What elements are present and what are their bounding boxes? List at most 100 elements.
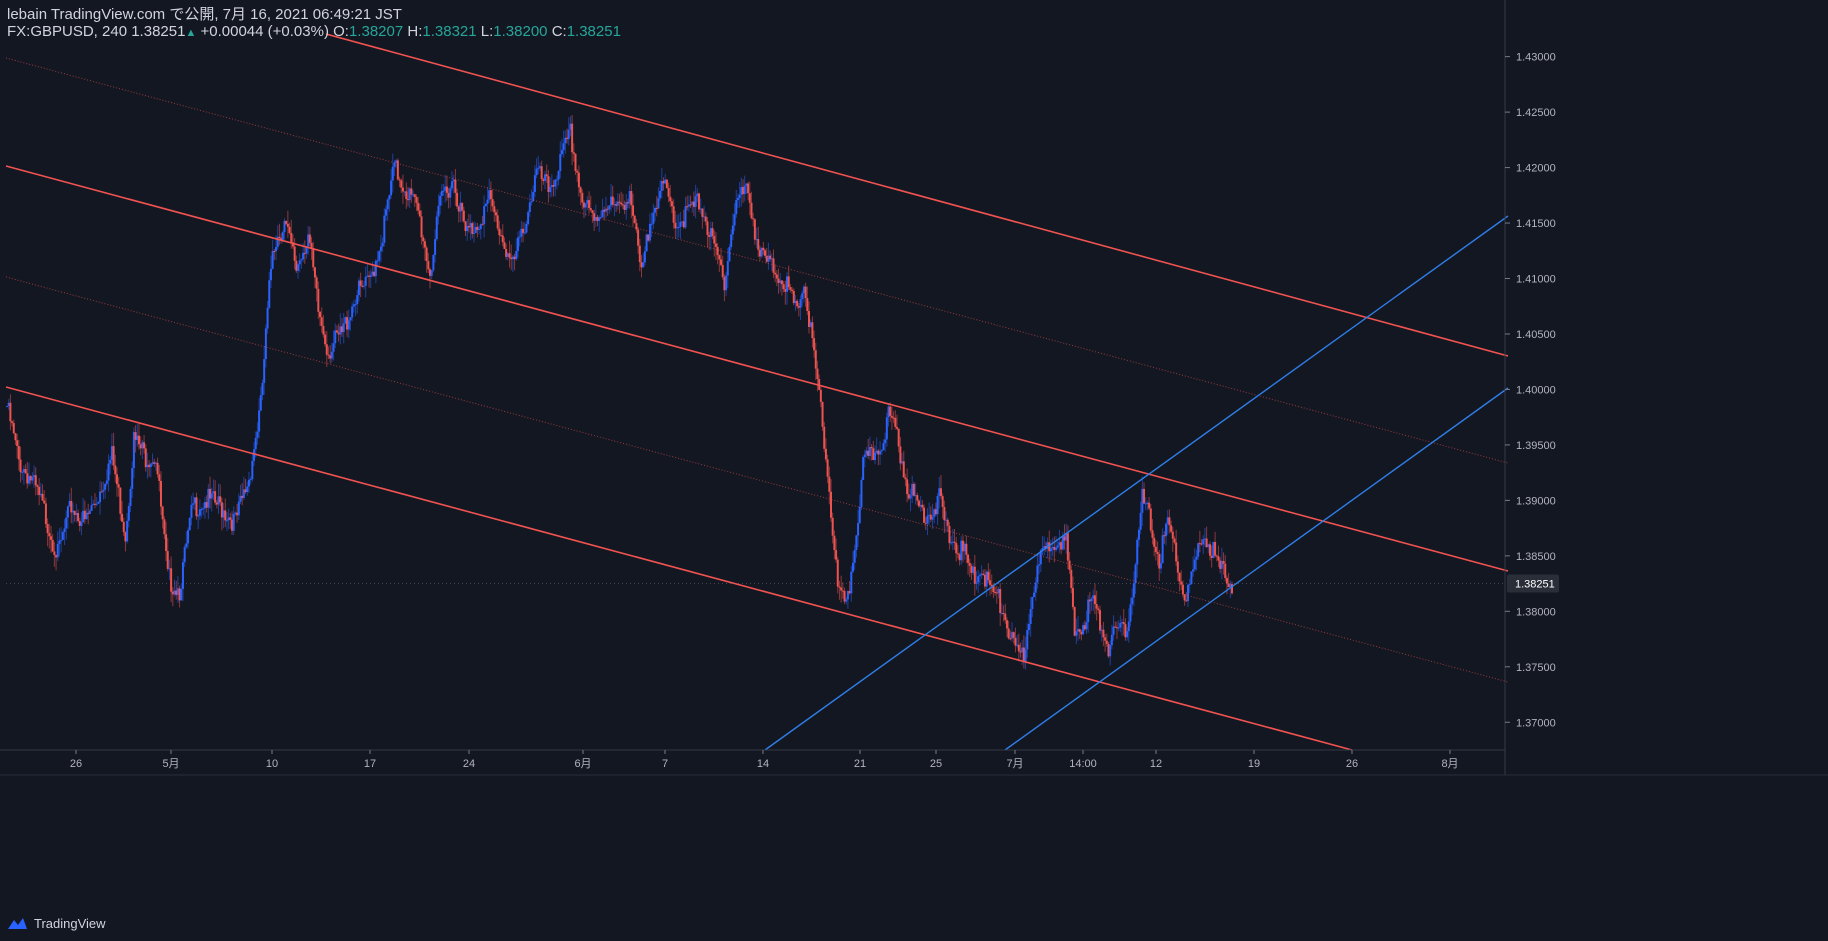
candle	[1119, 615, 1122, 633]
candle-body	[115, 474, 118, 485]
candle-body	[963, 543, 966, 552]
candle-body	[1117, 627, 1120, 629]
candle	[1156, 541, 1159, 566]
candle-body	[1183, 594, 1186, 601]
channel-line[interactable]	[5, 165, 1509, 572]
candle	[1033, 585, 1036, 598]
candle-body	[1112, 626, 1115, 635]
change-value: +0.00044 (+0.03%)	[200, 23, 329, 40]
candle	[71, 502, 74, 524]
candle	[19, 446, 22, 483]
candle-body	[181, 562, 184, 589]
candle-body	[271, 251, 274, 269]
candle-body	[90, 505, 93, 511]
candle	[258, 398, 261, 439]
candle	[738, 181, 741, 208]
candle-body	[1100, 629, 1103, 631]
candle-body	[143, 442, 146, 449]
candle-body	[359, 280, 362, 286]
candle-body	[657, 198, 660, 209]
candle-body	[472, 232, 475, 234]
channel-midline[interactable]	[5, 57, 1509, 464]
candle-body	[136, 435, 139, 440]
candle-body	[303, 252, 306, 254]
candle	[1109, 640, 1112, 666]
candle-body	[486, 199, 489, 204]
candle	[748, 181, 751, 216]
candle-body	[811, 322, 814, 339]
candle-body	[183, 547, 186, 563]
candle	[623, 200, 626, 215]
candle-body	[1178, 572, 1181, 582]
candle	[342, 312, 345, 344]
candle	[557, 169, 560, 186]
candle-body	[728, 247, 731, 262]
candle	[156, 457, 159, 478]
candle	[1132, 571, 1135, 607]
candle-body	[462, 210, 465, 222]
candle	[227, 508, 230, 530]
candle-body	[1043, 546, 1046, 548]
candle-body	[527, 212, 530, 224]
candle	[946, 517, 949, 532]
candle	[598, 215, 601, 232]
candle-body	[853, 549, 856, 563]
tradingview-logo[interactable]: TradingView	[6, 913, 106, 933]
candle	[786, 272, 789, 305]
candle-body	[264, 328, 267, 360]
candle-body	[642, 262, 645, 268]
candle-body	[621, 204, 624, 206]
candle	[153, 458, 156, 467]
candle-body	[337, 332, 340, 335]
candle	[322, 314, 325, 338]
candle	[902, 451, 905, 478]
candle	[1122, 609, 1125, 636]
candle	[515, 238, 518, 261]
candle	[327, 346, 330, 360]
candle-body	[829, 491, 832, 518]
candle-body	[682, 221, 685, 228]
candle	[212, 479, 215, 500]
candle	[1168, 509, 1171, 534]
candle-body	[873, 452, 876, 461]
candle-body	[224, 510, 227, 521]
candle	[6, 406, 8, 408]
candle	[132, 427, 135, 479]
channel-line[interactable]	[325, 33, 1509, 357]
candle-body	[1033, 592, 1036, 598]
candle-body	[388, 195, 391, 200]
candle-body	[104, 483, 107, 490]
candle-body	[843, 590, 846, 602]
trend-line[interactable]	[1004, 387, 1509, 751]
candle	[895, 414, 898, 431]
candle-body	[1146, 502, 1149, 504]
candle-body	[197, 515, 200, 517]
channel-line[interactable]	[5, 386, 1353, 751]
symbol-label[interactable]: FX:GBPUSD, 240	[7, 23, 128, 40]
candle-body	[1193, 559, 1196, 570]
candle-body	[662, 181, 665, 184]
candle-body	[434, 239, 437, 256]
candle	[493, 201, 496, 223]
candle	[752, 212, 755, 227]
candle	[921, 500, 924, 511]
candle	[85, 508, 88, 520]
candle	[977, 569, 980, 593]
candle	[726, 248, 729, 289]
candle-body	[508, 253, 511, 258]
candle-body	[158, 474, 161, 481]
channel-midline[interactable]	[5, 276, 1509, 683]
candle-body	[290, 232, 293, 243]
candle	[931, 503, 934, 529]
trend-line[interactable]	[764, 215, 1509, 751]
candle-body	[36, 485, 39, 487]
candle-body	[88, 510, 91, 514]
candle	[488, 178, 491, 203]
candle	[767, 242, 770, 270]
candle	[1178, 572, 1181, 592]
candle	[41, 484, 44, 502]
candle-body	[95, 503, 98, 505]
candle-body	[1093, 595, 1096, 605]
candle-body	[1041, 547, 1044, 551]
